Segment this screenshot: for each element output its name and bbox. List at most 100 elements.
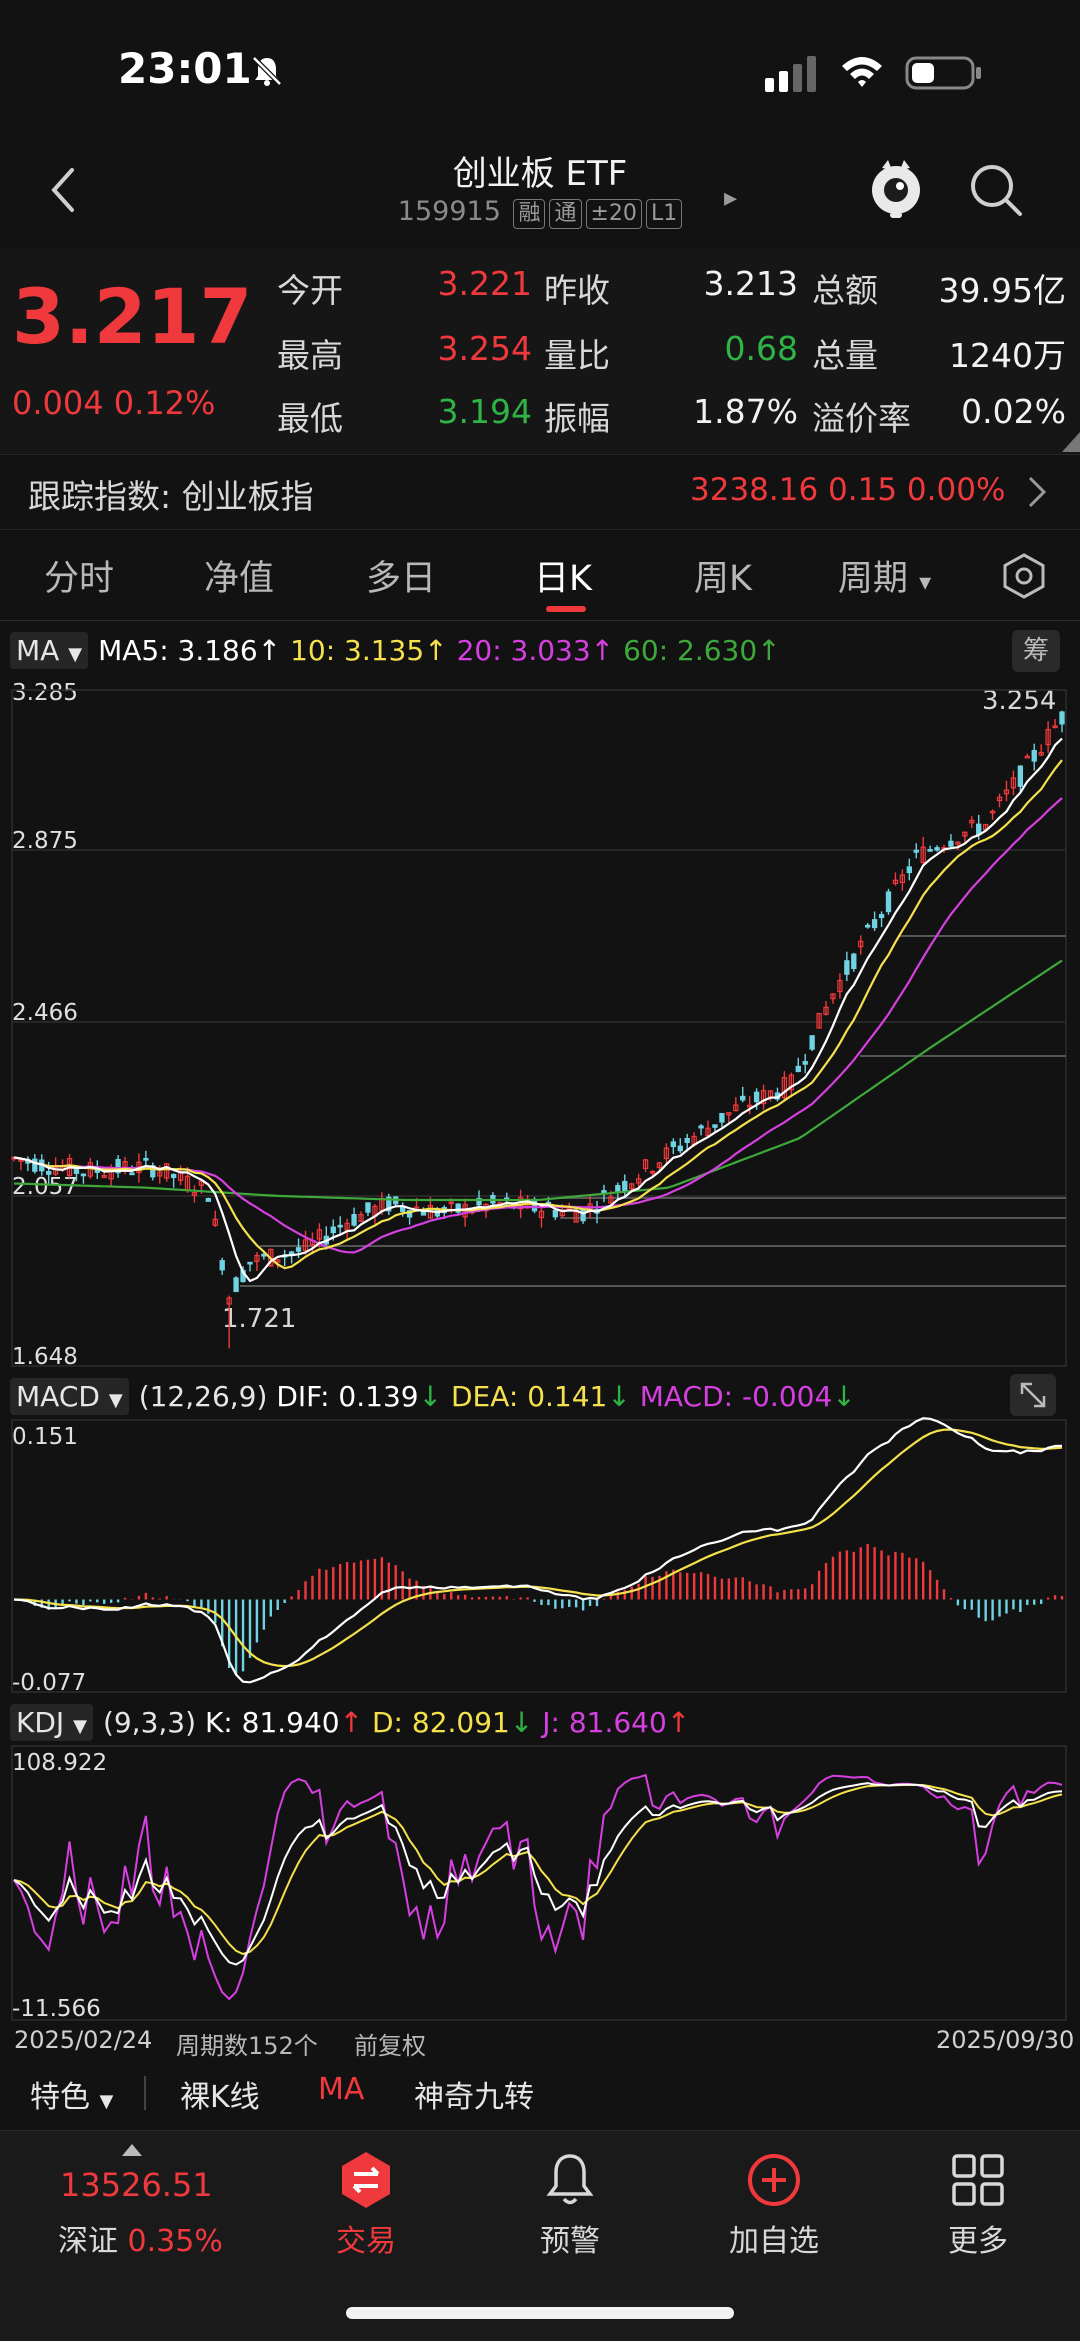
bell-alert-icon[interactable] — [540, 2150, 600, 2210]
candle-body — [885, 891, 892, 913]
candle-body — [295, 1247, 302, 1252]
back-button[interactable] — [40, 160, 90, 220]
kline-chart[interactable] — [0, 680, 1080, 2050]
price-grid — [11, 689, 1067, 1367]
candle-body — [969, 819, 975, 824]
macd-params: (12,26,9) — [138, 1380, 268, 1413]
kdj-grid — [11, 1745, 1067, 2021]
macd-value: MACD: -0.004 — [639, 1380, 833, 1413]
kdj-selector[interactable]: KDJ ▼ — [10, 1704, 93, 1741]
candle-body — [101, 1174, 107, 1178]
candle-body — [670, 1141, 677, 1148]
candle-body — [205, 1197, 211, 1202]
candle-body — [809, 1035, 815, 1050]
active-tab-indicator — [546, 606, 586, 612]
status-time: 23:01 — [118, 44, 252, 93]
candle-body — [1059, 711, 1065, 725]
candle-body — [712, 1124, 718, 1128]
candle-body — [899, 874, 906, 884]
index-label-row[interactable]: 深证 0.35% — [58, 2216, 223, 2260]
signal-icon — [765, 56, 816, 92]
candle-body — [851, 953, 857, 970]
d-line — [13, 1783, 1063, 1956]
premium-value: 0.02% — [961, 392, 1066, 431]
candle-body — [448, 1201, 454, 1205]
candle-body — [302, 1239, 309, 1252]
search-button[interactable] — [966, 160, 1026, 220]
ma10-value: 10: 3.135↑ — [290, 634, 448, 667]
candle-body — [386, 1196, 392, 1212]
amplitude-value: 1.87% — [693, 392, 798, 431]
expand-icon[interactable] — [1010, 1374, 1056, 1416]
candle-body — [316, 1229, 323, 1240]
index-value[interactable]: 13526.51 — [60, 2166, 213, 2204]
candle-body — [434, 1209, 441, 1217]
chip-distribution-button[interactable]: 筹 — [1012, 630, 1060, 672]
tab-daily-k[interactable]: 日K — [534, 559, 592, 599]
candle-body — [753, 1091, 760, 1103]
settings-hexagon-icon[interactable] — [1000, 552, 1048, 600]
dea-line — [13, 1428, 1063, 1668]
dea-value: DEA: 0.141 — [450, 1380, 608, 1413]
k-value: K: 81.940 — [204, 1706, 340, 1739]
tab-multi-day[interactable]: 多日 — [366, 559, 437, 599]
candle-body — [677, 1145, 683, 1152]
tool-feature[interactable]: 特色 ▼ — [30, 2072, 113, 2116]
tab-period[interactable]: 周期 ▾ — [838, 550, 931, 601]
candle-body — [823, 1006, 829, 1015]
quote-panel — [0, 248, 1080, 454]
candle-body — [337, 1224, 343, 1228]
tab-nav[interactable]: 净值 — [204, 559, 275, 599]
tab-weekly-k[interactable]: 周K — [694, 559, 752, 599]
next-security-icon[interactable]: ▸ — [724, 183, 738, 213]
nav-trade[interactable]: 交易 — [336, 2224, 396, 2259]
macd-selector[interactable]: MACD ▼ — [10, 1378, 129, 1415]
candle-body — [635, 1178, 642, 1184]
candle-body — [719, 1112, 725, 1123]
candle-body — [955, 841, 961, 845]
trade-icon[interactable] — [336, 2150, 396, 2210]
ma20-value: 20: 3.033↑ — [456, 634, 615, 667]
last-price: 3.217 — [12, 272, 253, 361]
nav-alert[interactable]: 预警 — [540, 2224, 600, 2259]
candle-body — [476, 1197, 482, 1206]
mascot-icon[interactable] — [868, 158, 924, 220]
nav-add-watchlist[interactable]: 加自选 — [729, 2224, 819, 2259]
adjust-mode[interactable]: 前复权 — [354, 2032, 426, 2060]
grid-more-icon[interactable] — [948, 2150, 1008, 2210]
tool-naked-k[interactable]: 裸K线 — [180, 2080, 260, 2115]
candle-body — [129, 1172, 135, 1176]
candle-body — [73, 1168, 80, 1174]
high-label: 最高 — [277, 336, 343, 375]
candle-body — [157, 1171, 163, 1177]
chevron-right-icon[interactable] — [1024, 472, 1050, 512]
kdj-tick-max: 108.922 — [12, 1750, 108, 1776]
candle-body — [948, 840, 954, 847]
candle-body — [80, 1173, 87, 1177]
candle-body — [795, 1065, 801, 1072]
security-code: 159915 — [397, 196, 501, 227]
candle-body — [615, 1184, 621, 1192]
candle-body — [275, 1259, 281, 1263]
low-value: 3.194 — [437, 392, 532, 431]
add-watchlist-icon[interactable] — [744, 2150, 804, 2210]
tracking-index-row[interactable] — [0, 454, 1080, 530]
dif-value: DIF: 0.139 — [276, 1380, 419, 1413]
expand-up-icon[interactable] — [120, 2142, 144, 2158]
candle-body — [330, 1226, 336, 1234]
tab-intraday[interactable]: 分时 — [44, 559, 115, 599]
candle-body — [46, 1170, 52, 1175]
candle-body — [962, 831, 968, 837]
nav-more[interactable]: 更多 — [948, 2224, 1008, 2259]
candle-body — [740, 1095, 746, 1101]
dropdown-icon: ▾ — [919, 568, 932, 596]
candle-body — [865, 924, 871, 928]
tool-ma[interactable]: MA — [318, 2072, 365, 2107]
dropdown-icon: ▼ — [68, 644, 83, 665]
tool-magic-nine[interactable]: 神奇九转 — [414, 2080, 534, 2115]
candle-body — [622, 1180, 628, 1192]
candle-body — [976, 823, 982, 835]
date-start: 2025/02/24 — [14, 2026, 153, 2054]
candle-body — [406, 1210, 413, 1218]
ma-selector[interactable]: MA ▼ — [10, 632, 89, 669]
